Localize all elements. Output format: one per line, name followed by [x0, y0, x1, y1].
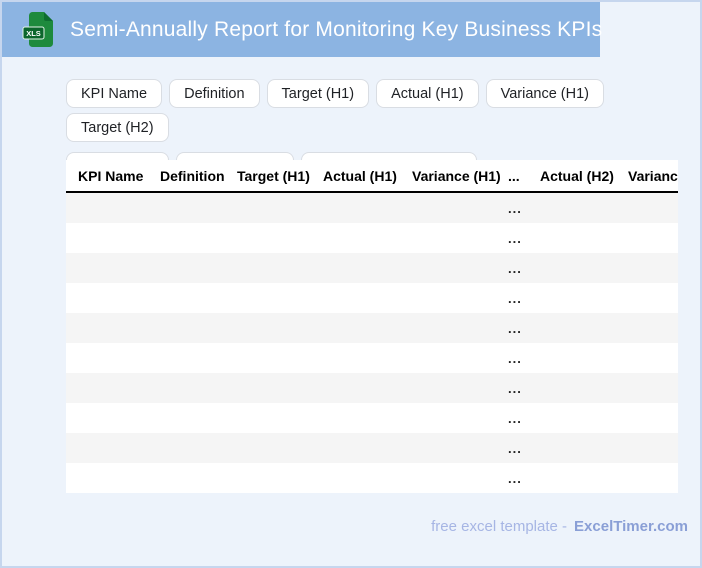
footer-text: free excel template -	[431, 518, 568, 535]
row-placeholder: ...	[508, 320, 522, 336]
chip-variance-h1[interactable]: Variance (H1)	[485, 79, 604, 108]
table-row: ...	[66, 192, 678, 223]
header-bar: XLS Semi-Annually Report for Monitoring …	[2, 2, 603, 57]
table-row: ...	[66, 343, 678, 373]
column-header-variance-h2: Variance (H2)	[616, 160, 678, 193]
table-row: ...	[66, 283, 678, 313]
column-header-variance-h1: Variance (H1)	[400, 160, 501, 193]
kpi-table-container: KPI Name Definition Target (H1) Actual (…	[66, 160, 678, 493]
footer-brand-link[interactable]: ExcelTimer.com	[574, 518, 688, 535]
page-title: Semi-Annually Report for Monitoring Key …	[70, 17, 603, 41]
table-header-row: KPI Name Definition Target (H1) Actual (…	[66, 160, 678, 193]
chip-kpi-name[interactable]: KPI Name	[66, 79, 163, 108]
row-placeholder: ...	[508, 470, 522, 486]
table-row: ...	[66, 313, 678, 343]
column-header-kpi-name: KPI Name	[66, 160, 148, 193]
column-header-target-h1: Target (H1)	[225, 160, 311, 193]
row-placeholder: ...	[508, 380, 522, 396]
row-placeholder: ...	[508, 230, 522, 246]
row-placeholder: ...	[508, 200, 522, 216]
xls-file-icon: XLS	[22, 11, 53, 47]
row-placeholder: ...	[508, 260, 522, 276]
column-header-actual-h1: Actual (H1)	[311, 160, 400, 193]
table-row: ...	[66, 433, 678, 463]
chip-definition[interactable]: Definition	[169, 79, 260, 108]
row-placeholder: ...	[508, 410, 522, 426]
kpi-table: KPI Name Definition Target (H1) Actual (…	[66, 160, 678, 493]
column-header-definition: Definition	[148, 160, 225, 193]
table-row: ...	[66, 253, 678, 283]
table-row: ...	[66, 373, 678, 403]
chip-target-h2[interactable]: Target (H2)	[66, 113, 169, 142]
row-placeholder: ...	[508, 290, 522, 306]
table-row: ...	[66, 223, 678, 253]
svg-text:XLS: XLS	[26, 29, 41, 38]
chip-actual-h1[interactable]: Actual (H1)	[376, 79, 479, 108]
column-header-ellipsis: ...	[496, 160, 528, 193]
column-header-actual-h2: Actual (H2)	[528, 160, 616, 193]
chip-target-h1[interactable]: Target (H1)	[266, 79, 370, 108]
table-row: ...	[66, 403, 678, 433]
row-placeholder: ...	[508, 350, 522, 366]
footer: free excel template - ExcelTimer.com	[431, 518, 688, 535]
table-row: ...	[66, 463, 678, 493]
row-placeholder: ...	[508, 440, 522, 456]
